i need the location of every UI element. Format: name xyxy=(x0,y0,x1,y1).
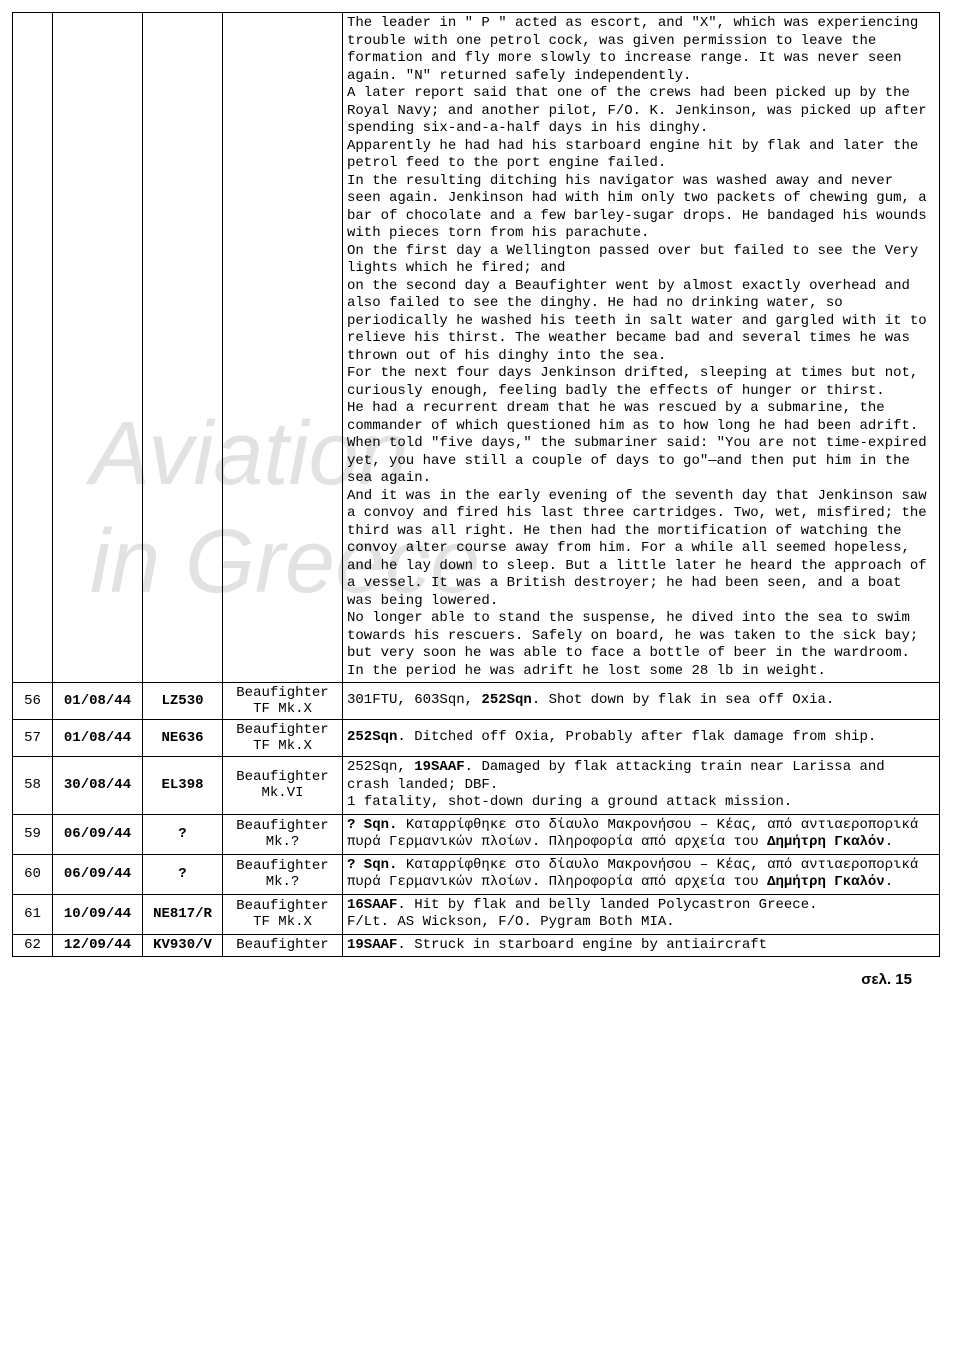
row-description: 19SAAF. Struck in starboard engine by an… xyxy=(343,934,940,957)
row-serial: ? xyxy=(143,814,223,854)
table-row: 5906/09/44?Beaufighter Mk.?? Sqn. Καταρρ… xyxy=(13,814,940,854)
row-date: 01/08/44 xyxy=(53,720,143,757)
row-number xyxy=(13,13,53,683)
row-serial: NE636 xyxy=(143,720,223,757)
table-row: 6006/09/44?Beaufighter Mk.?? Sqn. Καταρρ… xyxy=(13,854,940,894)
row-date: 30/08/44 xyxy=(53,757,143,815)
row-aircraft: Beaufighter Mk.VI xyxy=(223,757,343,815)
table-row: The leader in " P " acted as escort, and… xyxy=(13,13,940,683)
table-row: 6110/09/44NE817/RBeaufighter TF Mk.X16SA… xyxy=(13,894,940,934)
row-date: 10/09/44 xyxy=(53,894,143,934)
row-aircraft: Beaufighter xyxy=(223,934,343,957)
row-description: The leader in " P " acted as escort, and… xyxy=(343,13,940,683)
row-serial: ? xyxy=(143,854,223,894)
row-number: 59 xyxy=(13,814,53,854)
table-row: 6212/09/44KV930/VBeaufighter19SAAF. Stru… xyxy=(13,934,940,957)
row-description: 16SAAF. Hit by flak and belly landed Pol… xyxy=(343,894,940,934)
row-date xyxy=(53,13,143,683)
records-table: The leader in " P " acted as escort, and… xyxy=(12,12,940,957)
row-serial: KV930/V xyxy=(143,934,223,957)
row-aircraft: Beaufighter TF Mk.X xyxy=(223,720,343,757)
row-serial: LZ530 xyxy=(143,683,223,720)
row-description: ? Sqn. Καταρρίφθηκε στο δίαυλο Μακρονήσο… xyxy=(343,854,940,894)
page-footer: σελ. 15 xyxy=(12,957,940,988)
row-description: ? Sqn. Καταρρίφθηκε στο δίαυλο Μακρονήσο… xyxy=(343,814,940,854)
table-row: 5701/08/44NE636Beaufighter TF Mk.X252Sqn… xyxy=(13,720,940,757)
table-row: 5601/08/44LZ530Beaufighter TF Mk.X301FTU… xyxy=(13,683,940,720)
row-date: 06/09/44 xyxy=(53,814,143,854)
row-number: 56 xyxy=(13,683,53,720)
table-row: 5830/08/44EL398Beaufighter Mk.VI252Sqn, … xyxy=(13,757,940,815)
row-number: 62 xyxy=(13,934,53,957)
row-description: 252Sqn. Ditched off Oxia, Probably after… xyxy=(343,720,940,757)
row-number: 58 xyxy=(13,757,53,815)
row-description: 252Sqn, 19SAAF. Damaged by flak attackin… xyxy=(343,757,940,815)
row-number: 57 xyxy=(13,720,53,757)
row-aircraft xyxy=(223,13,343,683)
row-date: 01/08/44 xyxy=(53,683,143,720)
row-aircraft: Beaufighter Mk.? xyxy=(223,814,343,854)
row-date: 12/09/44 xyxy=(53,934,143,957)
row-number: 60 xyxy=(13,854,53,894)
row-serial xyxy=(143,13,223,683)
row-serial: NE817/R xyxy=(143,894,223,934)
row-description: 301FTU, 603Sqn, 252Sqn. Shot down by fla… xyxy=(343,683,940,720)
row-aircraft: Beaufighter Mk.? xyxy=(223,854,343,894)
row-aircraft: Beaufighter TF Mk.X xyxy=(223,894,343,934)
row-number: 61 xyxy=(13,894,53,934)
row-date: 06/09/44 xyxy=(53,854,143,894)
row-aircraft: Beaufighter TF Mk.X xyxy=(223,683,343,720)
row-serial: EL398 xyxy=(143,757,223,815)
